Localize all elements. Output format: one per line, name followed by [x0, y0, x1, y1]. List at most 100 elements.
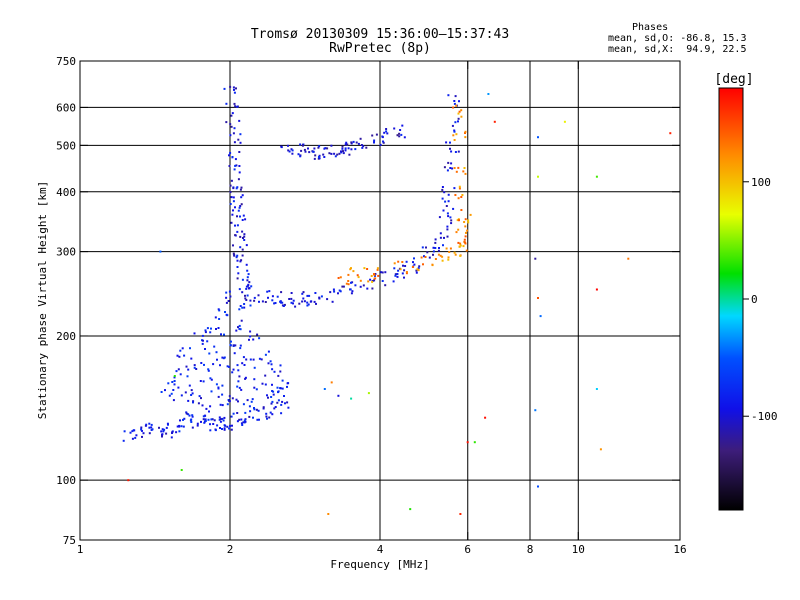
data-point [287, 144, 289, 147]
data-point [299, 143, 302, 146]
data-point [441, 255, 444, 258]
data-point [204, 329, 207, 332]
data-point [198, 395, 201, 398]
data-point [276, 295, 279, 298]
data-point [417, 267, 420, 270]
data-point [172, 389, 175, 391]
data-point [203, 421, 206, 424]
data-point [248, 415, 251, 418]
y-tick-label: 750 [56, 55, 76, 68]
data-point [350, 292, 353, 295]
data-point [217, 395, 220, 398]
data-point [449, 167, 452, 169]
data-point [229, 85, 232, 88]
data-point [271, 390, 274, 392]
data-point [459, 513, 462, 515]
data-point [256, 418, 259, 421]
data-point [165, 426, 168, 429]
data-point [323, 156, 326, 158]
data-point [287, 406, 290, 409]
data-point [459, 244, 462, 247]
data-point [288, 150, 291, 153]
data-point [170, 392, 173, 395]
data-point [239, 141, 242, 144]
data-point [460, 109, 463, 112]
data-point [332, 288, 335, 291]
data-point [207, 418, 210, 421]
data-point [271, 295, 274, 298]
data-point [330, 381, 333, 384]
data-point [212, 423, 215, 425]
data-point [148, 426, 151, 429]
data-point [264, 353, 267, 356]
data-point [266, 394, 268, 397]
data-point [392, 280, 395, 283]
data-point [393, 267, 396, 270]
data-point [303, 148, 306, 151]
data-point [350, 267, 352, 270]
data-point [215, 328, 217, 330]
data-point [241, 278, 244, 281]
data-point [258, 337, 261, 340]
data-point [454, 151, 457, 153]
data-point [457, 112, 460, 115]
data-point [595, 288, 598, 291]
data-point [161, 433, 164, 436]
data-point [344, 147, 347, 150]
data-point [354, 148, 357, 151]
data-point [267, 362, 270, 365]
data-point [451, 167, 454, 170]
data-point [249, 330, 252, 333]
data-point [214, 429, 217, 432]
data-point [381, 271, 384, 274]
data-point [217, 387, 220, 390]
data-point [281, 301, 284, 304]
data-point [241, 194, 244, 197]
data-point [434, 241, 437, 244]
data-point [225, 102, 228, 105]
data-point [464, 132, 466, 134]
data-point [458, 219, 460, 222]
data-point [232, 187, 235, 190]
data-point [534, 409, 537, 412]
data-point [394, 274, 397, 277]
data-point [241, 254, 244, 257]
data-point [236, 277, 239, 280]
data-point [418, 265, 421, 268]
data-point [239, 246, 242, 249]
data-point [273, 302, 276, 305]
data-point [240, 319, 243, 322]
data-point [258, 300, 260, 303]
data-point [466, 229, 469, 232]
data-point [190, 389, 193, 392]
data-point [247, 283, 250, 286]
data-point [215, 383, 218, 386]
data-point [268, 290, 271, 293]
data-point [336, 153, 339, 156]
data-point [239, 235, 242, 238]
y-tick-label: 300 [56, 246, 76, 259]
data-point [443, 236, 445, 239]
data-point [238, 171, 241, 174]
data-point [309, 300, 312, 303]
data-point [286, 385, 288, 388]
data-point [359, 137, 362, 140]
x-tick-label: 4 [377, 543, 384, 556]
data-point [252, 416, 254, 419]
data-point [357, 276, 360, 279]
data-point [178, 355, 181, 358]
data-point [337, 394, 340, 397]
data-point [273, 370, 276, 373]
data-point [415, 269, 418, 272]
data-point [455, 133, 458, 136]
data-point [385, 128, 388, 130]
data-point [230, 114, 233, 117]
data-point [350, 397, 353, 400]
data-point [235, 164, 238, 167]
data-point [401, 261, 404, 263]
data-point [190, 394, 193, 396]
data-point [365, 146, 368, 149]
data-point [283, 395, 285, 397]
data-point [168, 394, 171, 397]
data-point [160, 391, 163, 393]
